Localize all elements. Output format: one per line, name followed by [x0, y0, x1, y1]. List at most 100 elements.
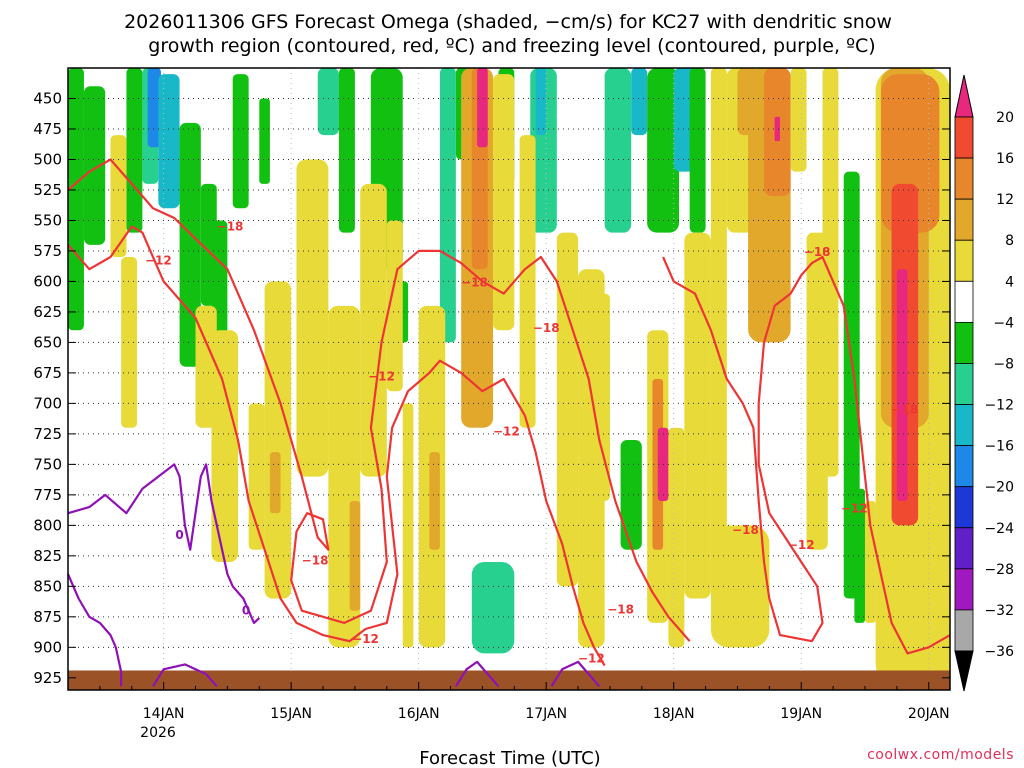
y-tick-label-14: 800	[33, 516, 62, 534]
y-tick-label-2: 500	[33, 150, 62, 168]
colorbar-tick-label-8: −16	[984, 439, 1014, 455]
contour-label-4: −12	[352, 632, 379, 646]
x-axis: 2026 14JAN 15JAN 16JAN 17JAN 18JAN 19JAN 20JAN	[99, 682, 950, 741]
plot-area: −18 −12 −18 −12 −12 −18 −18 −12 −18 −12 −18 −18 −12 −…	[66, 67, 951, 691]
omega-cell-35	[269, 452, 281, 514]
x-tick-label-1: 15JAN	[270, 706, 312, 722]
colorbar-swatch-8	[954, 404, 974, 447]
plot-frame	[67, 67, 951, 691]
omega-cell-36	[296, 159, 329, 477]
y-tick-label-16: 850	[33, 577, 62, 595]
y-tick-label-0: 450	[33, 89, 62, 107]
omega-cell-66	[822, 68, 839, 477]
colorbar-swatch-6	[954, 321, 974, 364]
y-tick-label-15: 825	[33, 547, 62, 565]
freezing-contour-0	[67, 463, 261, 625]
y-tick-label-9: 675	[33, 364, 62, 382]
y-tick-label-12: 750	[33, 455, 62, 473]
x-year-label: 2026	[140, 725, 176, 741]
omega-shading	[68, 68, 950, 687]
chart-title-line-1: 2026011306 GFS Forecast Omega (shaded, −…	[124, 11, 892, 33]
contour-label-3: −12	[368, 370, 395, 384]
omega-cell-43	[429, 452, 440, 550]
dgz-contour-1	[67, 225, 606, 667]
omega-cell-25	[620, 439, 642, 550]
omega-cell-40	[386, 220, 403, 392]
omega-cell-5	[158, 74, 180, 209]
omega-cell-55	[668, 427, 685, 648]
omega-cell-57	[710, 525, 770, 648]
freezing-contour-2	[152, 663, 218, 688]
x-tick-label-0: 14JAN	[143, 706, 185, 722]
omega-cell-34	[264, 281, 292, 599]
dgz-contour-0	[67, 158, 691, 642]
colorbar-swatch-11	[954, 527, 974, 570]
contour-label-6: −18	[533, 321, 560, 335]
colorbar-tick-label-4: 4	[1005, 274, 1014, 290]
y-tick-label-3: 525	[33, 181, 62, 199]
omega-cell-27	[854, 488, 865, 623]
colorbar-tick-label-10: −24	[984, 521, 1014, 537]
y-tick-label-7: 625	[33, 303, 62, 321]
omega-cell-48	[519, 135, 536, 428]
y-axis: 450 475 500 525 550 575 600 625 650 675 700 725 750 7…	[33, 89, 950, 687]
colorbar-swatch-3	[954, 198, 974, 241]
x-tick-label-2: 16JAN	[398, 706, 440, 722]
colorbar-tick-label-5: −4	[993, 315, 1014, 331]
omega-cell-32	[211, 330, 239, 562]
credit-text: coolwx.com/models	[867, 747, 1014, 763]
colorbar-tick-label-11: −28	[984, 562, 1014, 578]
colorbar-tick-label-9: −20	[984, 480, 1014, 496]
omega-cell-2	[126, 68, 143, 233]
contour-labels: −18 −12 −18 −12 −12 −18 −18 −12 −18 −12 −18 −18 −12 −…	[145, 220, 918, 666]
omega-cell-1	[83, 86, 106, 245]
chart-title-line-2: growth region (contoured, red, ºC) and f…	[148, 35, 875, 57]
contour-lines	[66, 158, 951, 688]
contour-label-11: −18	[804, 245, 831, 259]
y-tick-label-4: 550	[33, 211, 62, 229]
colorbar-tick-label-3: 8	[1005, 233, 1014, 249]
omega-cell-46	[477, 68, 488, 148]
colorbar-swatch-10	[954, 486, 974, 529]
contour-label-16: 0	[242, 604, 250, 618]
colorbar-swatch-4	[954, 239, 974, 282]
contour-label-8: −18	[607, 603, 634, 617]
y-tick-label-5: 575	[33, 242, 62, 260]
colorbar-tick-label-12: −32	[984, 603, 1014, 619]
contour-label-14: −18	[891, 402, 918, 416]
y-tick-label-10: 700	[33, 394, 62, 412]
y-tick-label-13: 775	[33, 486, 62, 504]
colorbar-tick-label-1: 16	[996, 151, 1014, 167]
contour-label-2: −18	[302, 554, 329, 568]
omega-cell-47	[493, 74, 515, 331]
omega-cell-20	[604, 68, 632, 233]
colorbar-tick-label-7: −12	[984, 398, 1014, 414]
colorbar-tick-label-13: −36	[984, 644, 1014, 660]
omega-cell-11	[317, 68, 339, 136]
omega-cell-28	[471, 561, 515, 654]
freezing-contour-1	[66, 573, 123, 687]
omega-cell-49	[556, 232, 579, 587]
contour-label-0: −18	[217, 220, 244, 234]
contour-label-1: −12	[145, 254, 172, 268]
y-tick-label-19: 925	[33, 669, 62, 687]
omega-cell-38	[349, 500, 361, 611]
contour-label-15: 0	[175, 528, 183, 542]
colorbar: 20 16 12 8 4 −4 −8 −12 −16 −20 −24 −28 −32 −36	[954, 74, 1014, 692]
omega-cell-4	[147, 68, 161, 148]
omega-cell-0	[68, 68, 84, 331]
colorbar-swatch-5	[954, 280, 974, 323]
colorbar-swatch-1	[954, 116, 974, 159]
freezing-contour-3	[454, 660, 500, 688]
contour-label-12: −12	[788, 538, 815, 552]
x-axis-title: Forecast Time (UTC)	[419, 748, 600, 768]
y-tick-label-6: 600	[33, 272, 62, 290]
freezing-contour-4	[550, 660, 601, 688]
omega-cell-19	[535, 68, 547, 136]
y-tick-label-1: 475	[33, 120, 62, 138]
y-tick-label-18: 900	[33, 638, 62, 656]
x-tick-label-5: 19JAN	[780, 706, 822, 722]
omega-cell-72	[896, 269, 908, 501]
omega-cell-21	[631, 68, 648, 136]
